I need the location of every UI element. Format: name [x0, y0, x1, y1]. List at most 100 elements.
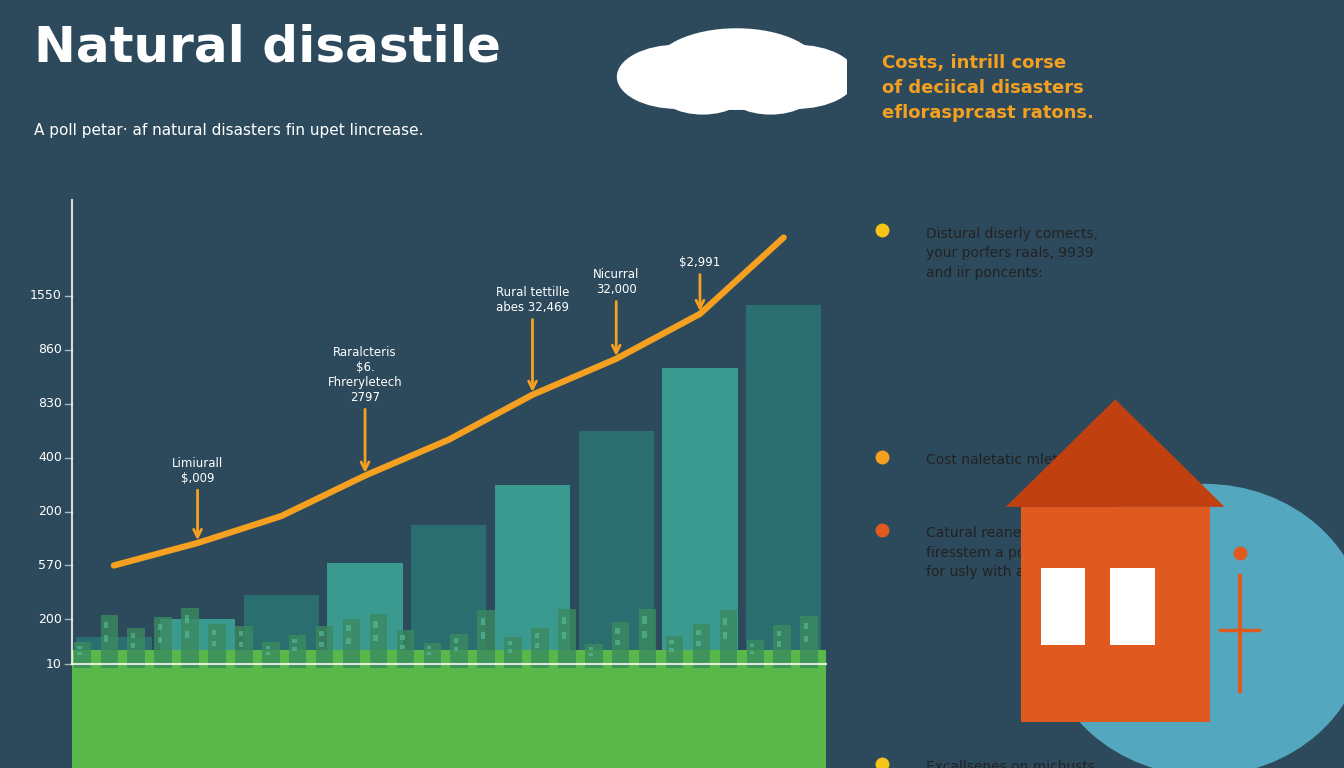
Bar: [157, 637, 163, 643]
Bar: [495, 485, 570, 664]
Bar: [1021, 507, 1210, 722]
Bar: [155, 617, 172, 668]
Text: 2000: 2000: [767, 699, 800, 712]
Text: 2000: 2000: [684, 699, 716, 712]
Text: Nicurral
32,000: Nicurral 32,000: [593, 268, 640, 353]
Bar: [401, 645, 405, 649]
Text: $2,991: $2,991: [679, 256, 720, 308]
Text: 860: 860: [38, 343, 62, 356]
Ellipse shape: [724, 62, 817, 114]
Ellipse shape: [1043, 484, 1344, 768]
Bar: [423, 643, 441, 668]
Bar: [692, 624, 710, 668]
Text: 570: 570: [38, 559, 62, 572]
Text: Rural tettille
abes 32,469: Rural tettille abes 32,469: [496, 286, 569, 389]
Ellipse shape: [617, 45, 738, 109]
Polygon shape: [1005, 399, 1224, 507]
Text: 1550: 1550: [30, 290, 62, 303]
Text: 200: 200: [38, 613, 62, 626]
Bar: [663, 368, 738, 664]
Bar: [374, 621, 378, 627]
Bar: [642, 631, 646, 638]
Bar: [266, 652, 270, 655]
Text: 2010: 2010: [601, 699, 632, 712]
Bar: [243, 594, 319, 664]
Bar: [374, 634, 378, 641]
Bar: [73, 650, 825, 768]
Bar: [130, 634, 136, 638]
Text: 11500: 11500: [512, 699, 552, 712]
Bar: [535, 643, 539, 648]
Text: 400: 400: [38, 451, 62, 464]
Bar: [239, 631, 243, 637]
Bar: [477, 611, 495, 668]
Bar: [773, 625, 790, 668]
Bar: [669, 648, 673, 652]
Bar: [74, 642, 91, 668]
Bar: [450, 634, 468, 668]
Text: 1500: 1500: [265, 699, 297, 712]
Ellipse shape: [656, 62, 750, 114]
Bar: [750, 644, 754, 647]
Bar: [289, 635, 306, 668]
Bar: [343, 619, 360, 668]
Bar: [293, 647, 297, 651]
Bar: [804, 623, 808, 629]
Bar: [262, 642, 280, 668]
Bar: [454, 647, 458, 651]
Bar: [427, 652, 431, 655]
Text: Limiurall
$,009: Limiurall $,009: [172, 457, 223, 537]
Bar: [616, 640, 620, 645]
Bar: [562, 617, 566, 624]
Bar: [777, 641, 781, 647]
Bar: [589, 654, 593, 656]
Bar: [669, 641, 673, 644]
Bar: [723, 617, 727, 624]
Bar: [508, 649, 512, 653]
Bar: [612, 622, 629, 668]
Bar: [481, 617, 485, 624]
Bar: [266, 646, 270, 649]
Bar: [185, 615, 190, 623]
Text: Natural disastile: Natural disastile: [34, 23, 501, 71]
Bar: [157, 624, 163, 630]
Bar: [746, 305, 821, 664]
Bar: [558, 609, 575, 668]
Bar: [370, 614, 387, 668]
Bar: [562, 632, 566, 639]
Bar: [531, 627, 548, 668]
Bar: [481, 632, 485, 639]
Bar: [616, 628, 620, 634]
Ellipse shape: [735, 45, 856, 109]
Bar: [427, 646, 431, 649]
Bar: [235, 626, 253, 668]
Bar: [347, 637, 351, 644]
Text: A poll petar· af natural disasters fin upet lincrease.: A poll petar· af natural disasters fin u…: [34, 123, 423, 138]
Bar: [103, 622, 109, 628]
Bar: [804, 636, 808, 642]
Ellipse shape: [653, 28, 820, 110]
Bar: [77, 652, 82, 655]
Bar: [185, 631, 190, 638]
Bar: [411, 525, 487, 664]
Bar: [800, 616, 818, 668]
Text: 830: 830: [38, 397, 62, 410]
Bar: [208, 624, 226, 668]
Bar: [696, 641, 700, 646]
Bar: [504, 637, 521, 668]
Bar: [665, 636, 683, 668]
Bar: [77, 637, 152, 664]
Bar: [128, 628, 145, 668]
Bar: [212, 630, 216, 635]
Text: 1200: 1200: [433, 699, 465, 712]
Bar: [320, 631, 324, 637]
Bar: [212, 641, 216, 647]
Bar: [320, 642, 324, 647]
Bar: [578, 431, 655, 664]
Bar: [181, 607, 199, 668]
Text: 200: 200: [38, 505, 62, 518]
Bar: [719, 611, 737, 668]
Text: 10: 10: [46, 658, 62, 670]
Text: Cost naletatic mletaces: Cost naletatic mletaces: [926, 453, 1090, 467]
Bar: [77, 646, 82, 649]
